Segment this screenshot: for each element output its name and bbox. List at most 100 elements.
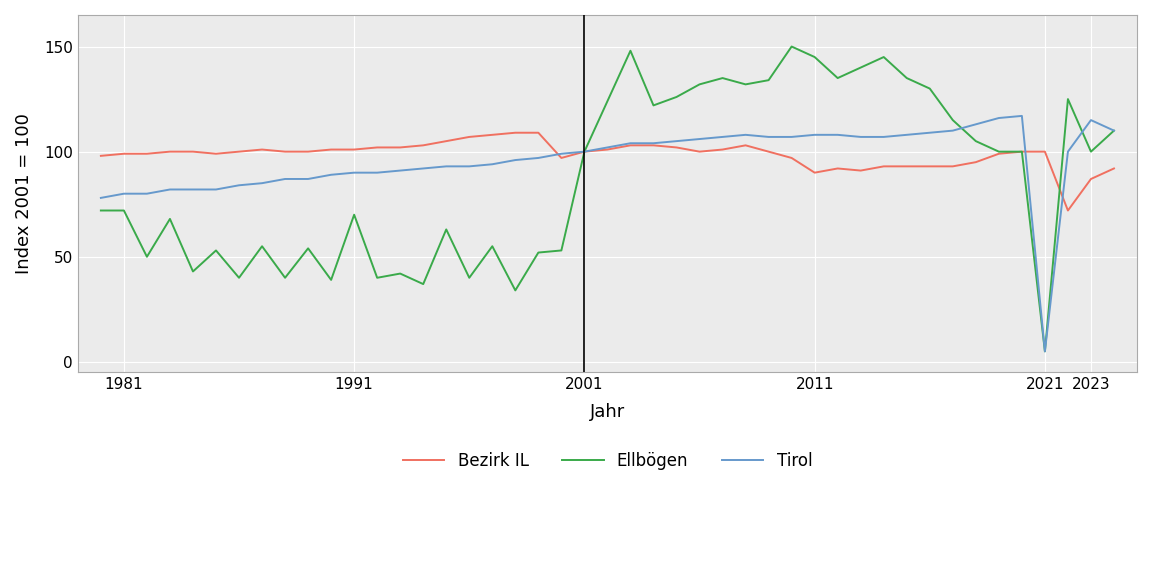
Tirol xyxy=(992,115,1006,122)
Ellbögen xyxy=(554,247,568,254)
Ellbögen xyxy=(1015,148,1029,155)
Tirol xyxy=(946,127,960,134)
Ellbögen xyxy=(1038,348,1052,355)
Tirol xyxy=(187,186,200,193)
Bezirk IL xyxy=(646,142,660,149)
Bezirk IL xyxy=(347,146,361,153)
Bezirk IL xyxy=(669,144,683,151)
Tirol xyxy=(1038,348,1052,355)
Tirol xyxy=(1084,117,1098,124)
Bezirk IL xyxy=(808,169,821,176)
Tirol xyxy=(785,134,798,141)
Ellbögen xyxy=(831,75,844,82)
Tirol xyxy=(808,131,821,138)
Bezirk IL xyxy=(141,150,154,157)
Ellbögen xyxy=(393,270,407,277)
Tirol xyxy=(141,190,154,197)
Ellbögen xyxy=(600,98,614,105)
Tirol xyxy=(118,190,131,197)
Bezirk IL xyxy=(209,150,222,157)
Bezirk IL xyxy=(1038,148,1052,155)
Tirol xyxy=(301,176,314,183)
Tirol xyxy=(554,150,568,157)
Ellbögen xyxy=(969,138,983,145)
Bezirk IL xyxy=(900,163,914,170)
Ellbögen xyxy=(347,211,361,218)
Ellbögen xyxy=(462,274,476,281)
Bezirk IL xyxy=(94,153,108,160)
Bezirk IL xyxy=(577,148,591,155)
Bezirk IL xyxy=(370,144,384,151)
Tirol xyxy=(692,135,706,142)
Tirol xyxy=(646,140,660,147)
Bezirk IL xyxy=(118,150,131,157)
Ellbögen xyxy=(577,148,591,155)
Tirol xyxy=(347,169,361,176)
Bezirk IL xyxy=(600,146,614,153)
Tirol xyxy=(324,171,338,178)
Tirol xyxy=(623,140,637,147)
Bezirk IL xyxy=(187,148,200,155)
Bezirk IL xyxy=(164,148,177,155)
Ellbögen xyxy=(923,85,937,92)
Tirol xyxy=(877,134,890,141)
Ellbögen xyxy=(232,274,245,281)
Tirol xyxy=(969,121,983,128)
Ellbögen xyxy=(808,54,821,60)
Bezirk IL xyxy=(1061,207,1075,214)
Ellbögen xyxy=(416,281,430,287)
Tirol xyxy=(715,134,729,141)
Tirol xyxy=(600,144,614,151)
Tirol xyxy=(485,161,499,168)
Bezirk IL xyxy=(324,146,338,153)
Bezirk IL xyxy=(462,134,476,141)
Bezirk IL xyxy=(992,150,1006,157)
Ellbögen xyxy=(623,47,637,54)
Ellbögen xyxy=(209,247,222,254)
Y-axis label: Index 2001 = 100: Index 2001 = 100 xyxy=(15,113,33,274)
Ellbögen xyxy=(715,75,729,82)
Ellbögen xyxy=(94,207,108,214)
Tirol xyxy=(416,165,430,172)
Bezirk IL xyxy=(416,142,430,149)
Bezirk IL xyxy=(439,138,453,145)
Tirol xyxy=(1061,148,1075,155)
Ellbögen xyxy=(301,245,314,252)
Tirol xyxy=(255,180,268,187)
Tirol xyxy=(164,186,177,193)
Tirol xyxy=(1107,127,1121,134)
Tirol xyxy=(854,134,867,141)
Bezirk IL xyxy=(531,129,545,136)
Bezirk IL xyxy=(255,146,268,153)
Ellbögen xyxy=(761,77,775,84)
Ellbögen xyxy=(692,81,706,88)
Ellbögen xyxy=(370,274,384,281)
Tirol xyxy=(531,154,545,161)
Ellbögen xyxy=(646,102,660,109)
Bezirk IL xyxy=(278,148,291,155)
Ellbögen xyxy=(118,207,131,214)
Tirol xyxy=(669,138,683,145)
Tirol xyxy=(278,176,291,183)
Bezirk IL xyxy=(301,148,314,155)
Bezirk IL xyxy=(946,163,960,170)
Tirol xyxy=(439,163,453,170)
Tirol xyxy=(508,157,522,164)
Ellbögen xyxy=(164,215,177,222)
Bezirk IL xyxy=(485,131,499,138)
Line: Ellbögen: Ellbögen xyxy=(101,47,1114,351)
Ellbögen xyxy=(439,226,453,233)
Ellbögen xyxy=(992,148,1006,155)
Ellbögen xyxy=(255,243,268,250)
Tirol xyxy=(462,163,476,170)
Tirol xyxy=(761,134,775,141)
Tirol xyxy=(831,131,844,138)
Bezirk IL xyxy=(1084,176,1098,183)
Tirol xyxy=(209,186,222,193)
Ellbögen xyxy=(485,243,499,250)
Ellbögen xyxy=(508,287,522,294)
Tirol xyxy=(923,129,937,136)
Bezirk IL xyxy=(738,142,752,149)
Ellbögen xyxy=(187,268,200,275)
Ellbögen xyxy=(324,276,338,283)
